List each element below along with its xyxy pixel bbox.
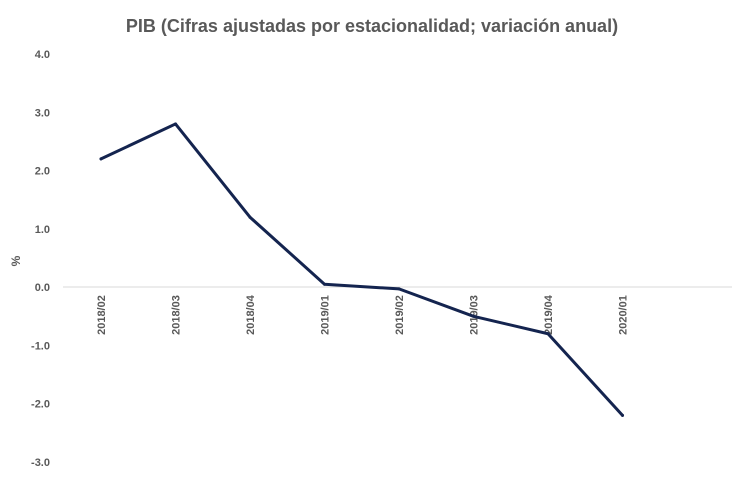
y-tick-label: 0.0: [35, 282, 50, 294]
data-point: [323, 282, 326, 286]
y-tick-label: 2.0: [35, 166, 50, 178]
chart-title: PIB (Cifras ajustadas por estacionalidad…: [126, 16, 618, 36]
y-tick-label: -3.0: [31, 457, 50, 469]
y-tick-label: -1.0: [31, 340, 50, 352]
x-tick-label: 2018/03: [171, 295, 183, 335]
data-point: [546, 332, 550, 336]
series-group: [99, 122, 624, 417]
y-axis-ticks: 4.0 3.0 2.0 1.0 0.0 -1.0 -2.0 -3.0: [31, 49, 50, 469]
data-point: [621, 413, 624, 417]
data-point: [472, 314, 475, 318]
x-tick-label: 2020/01: [618, 295, 630, 335]
x-tick-label: 2019/04: [543, 294, 555, 335]
y-tick-label: 3.0: [35, 107, 50, 119]
data-point: [174, 122, 177, 126]
y-axis-label: %: [9, 255, 23, 266]
x-axis-ticks: 2018/02 2018/03 2018/04 2019/01 2019/02 2019/…: [96, 294, 630, 335]
series-line-pib: [99, 122, 624, 417]
y-tick-label: -2.0: [31, 399, 50, 411]
x-tick-label: 2019/02: [394, 295, 406, 335]
data-point: [397, 287, 401, 291]
x-tick-label: 2018/04: [245, 294, 257, 335]
x-tick-label: 2018/02: [96, 295, 108, 335]
y-tick-label: 4.0: [35, 49, 50, 61]
y-tick-label: 1.0: [35, 224, 50, 236]
data-point: [99, 157, 103, 161]
x-tick-label: 2019/01: [320, 295, 332, 335]
data-point: [248, 215, 252, 219]
